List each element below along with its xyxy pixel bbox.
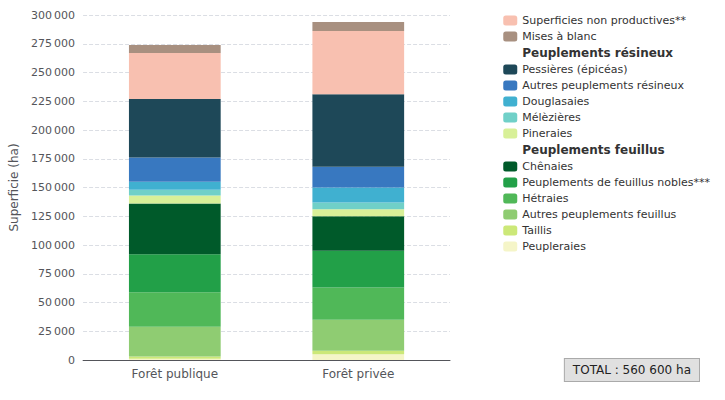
svg-text:Forêt publique: Forêt publique	[132, 367, 219, 381]
svg-text:Superficie (ha): Superficie (ha)	[7, 143, 21, 231]
svg-text:Chênaies: Chênaies	[522, 160, 573, 173]
svg-text:TOTAL : 560 600 ha: TOTAL : 560 600 ha	[572, 363, 691, 377]
svg-text:Taillis: Taillis	[521, 224, 552, 237]
svg-text:225 000: 225 000	[31, 95, 75, 108]
svg-text:175 000: 175 000	[31, 152, 75, 165]
svg-text:75 000: 75 000	[38, 267, 75, 280]
svg-text:Peuplements de feuillus nobles: Peuplements de feuillus nobles***	[522, 176, 710, 189]
svg-text:150 000: 150 000	[31, 181, 75, 194]
svg-text:Autres peuplements résineux: Autres peuplements résineux	[522, 79, 684, 92]
svg-text:Mélèzières: Mélèzières	[522, 111, 581, 124]
svg-text:Autres peuplements feuillus: Autres peuplements feuillus	[522, 208, 676, 221]
svg-text:100 000: 100 000	[31, 239, 75, 252]
svg-text:250 000: 250 000	[31, 66, 75, 79]
svg-text:25 000: 25 000	[38, 325, 75, 338]
svg-text:Peuplements feuillus: Peuplements feuillus	[522, 143, 665, 157]
svg-text:Peupleraies: Peupleraies	[522, 240, 586, 253]
svg-text:Peuplements résineux: Peuplements résineux	[522, 46, 673, 60]
svg-text:200 000: 200 000	[31, 124, 75, 137]
svg-text:Pessières (épicéas): Pessières (épicéas)	[522, 63, 627, 76]
svg-text:Superficies non productives**: Superficies non productives**	[522, 14, 686, 27]
svg-text:Mises à blanc: Mises à blanc	[522, 30, 596, 43]
svg-text:275 000: 275 000	[31, 37, 75, 50]
svg-text:Douglasaies: Douglasaies	[522, 95, 589, 108]
svg-text:Hétraies: Hétraies	[522, 192, 568, 205]
svg-text:50 000: 50 000	[38, 296, 75, 309]
svg-text:Pineraies: Pineraies	[522, 127, 572, 140]
svg-text:Forêt privée: Forêt privée	[322, 367, 394, 381]
svg-text:0: 0	[68, 354, 75, 367]
svg-text:300 000: 300 000	[31, 9, 75, 22]
svg-text:125 000: 125 000	[31, 210, 75, 223]
